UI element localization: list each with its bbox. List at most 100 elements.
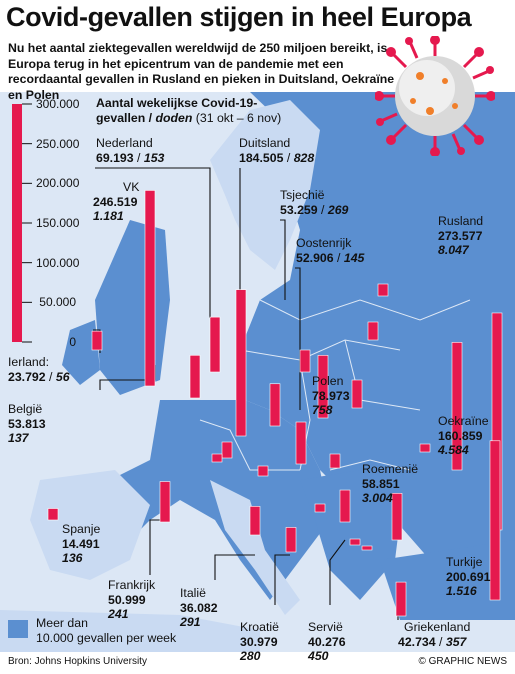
bar-other-country — [349, 538, 361, 546]
bar-other-country — [314, 503, 326, 513]
deaths-value: 137 — [8, 431, 29, 445]
cases-value: 14.491 — [62, 536, 100, 551]
y-tick-label: 150.000 — [36, 216, 80, 230]
country-name: Roemenië — [362, 462, 419, 476]
cases-value: 53.259 — [280, 202, 318, 217]
deaths-value: 241 — [108, 607, 129, 621]
leader-italie — [214, 554, 255, 580]
page-title: Covid-gevallen stijgen in heel Europa — [6, 2, 472, 32]
country-name: Kroatië — [240, 620, 279, 634]
bar-spanje — [47, 508, 59, 521]
cases-value: 160.859 — [438, 428, 483, 443]
deaths-value: 1.516 — [446, 584, 477, 598]
land-scandinavia — [210, 100, 320, 270]
label-frankrijk: Frankrijk 50.999 241 — [108, 578, 155, 622]
bar-other-country — [351, 379, 363, 409]
deaths-value: 828 — [293, 150, 315, 165]
subtitle: Nu het aantal ziektegevallen wereldwijd … — [8, 41, 395, 102]
axis-title-line1: Aantal wekelijkse Covid-19- — [96, 96, 258, 110]
legend-swatch — [8, 620, 28, 638]
bar-ierland — [91, 330, 103, 351]
country-name: België — [8, 402, 43, 416]
country-name: VK — [123, 180, 140, 194]
bar-other-country — [419, 443, 431, 453]
label-ierland: Ierland: 23.792 / 56 — [8, 355, 70, 384]
country-name: Rusland — [438, 214, 484, 228]
label-italie: Italië 36.082 291 — [180, 586, 218, 630]
bar-vk — [144, 190, 156, 387]
country-name: Spanje — [62, 522, 101, 536]
leader-nederland — [95, 167, 211, 318]
bar-other-country — [361, 545, 373, 551]
cases-value: 200.691 — [446, 569, 491, 584]
bar-italië — [249, 506, 261, 536]
cases-value: 23.792 — [8, 369, 46, 384]
label-rusland: Rusland 273.577 8.047 — [438, 214, 483, 258]
land-iberia — [30, 470, 150, 580]
axis-title-line2a: gevallen / — [96, 111, 153, 125]
bar-roemenië — [391, 493, 403, 541]
deaths-value: 56 — [55, 369, 70, 384]
deaths-value: 153 — [143, 150, 165, 165]
axis-title-line2b: doden — [155, 111, 193, 125]
country-name: Turkije — [446, 555, 483, 569]
leader-kroatie — [274, 554, 290, 605]
y-tick-label: 100.000 — [36, 255, 80, 270]
country-name: Servië — [308, 620, 343, 634]
label-oekraine: Oekraïne 160.859 4.584 — [438, 414, 489, 458]
leader-frankrijk — [149, 519, 162, 575]
legend-text: Meer dan 10.000 gevallen per week — [36, 616, 236, 646]
bar-servië — [339, 489, 351, 523]
deaths-value: 357 — [445, 634, 467, 649]
cases-value: 40.276 — [308, 634, 346, 649]
bar-belgië — [189, 355, 201, 399]
label-belgie: België 53.813 137 — [8, 402, 46, 446]
label-nederland: Nederland 69.193 / 153 — [96, 136, 165, 165]
deaths-value: 280 — [240, 649, 261, 663]
land-balkans — [300, 470, 400, 600]
bar-duitsland — [235, 289, 247, 437]
bar-other-country — [299, 349, 311, 373]
source: Bron: Johns Hopkins University — [8, 656, 147, 667]
label-turkije: Turkije 200.691 1.516 — [446, 555, 490, 599]
deaths-value: 136 — [62, 551, 83, 565]
label-roemenie: Roemenië 58.851 3.004 — [362, 462, 418, 506]
land-north-africa — [0, 610, 260, 652]
y-tick-label: 250.000 — [36, 136, 80, 151]
label-tsjechie: Tsjechië 53.259 / 269 — [280, 188, 349, 217]
legend-line2: 10.000 gevallen per week — [36, 631, 177, 645]
cases-value: 78.973 — [312, 388, 350, 403]
bar-turkije — [489, 440, 501, 601]
bar-other-country — [257, 465, 269, 477]
deaths-value: 4.584 — [438, 443, 469, 457]
cases-value: 50.999 — [108, 592, 146, 607]
axis-title-line2c: (31 okt – 6 nov) — [195, 111, 282, 125]
virus-icon — [375, 36, 495, 156]
deaths-value: 8.047 — [438, 243, 469, 257]
y-tick-label: 50.000 — [39, 295, 76, 310]
country-name: Frankrijk — [108, 578, 156, 592]
cases-value: 58.851 — [362, 476, 400, 491]
label-servie: Servië 40.276 450 — [308, 620, 346, 664]
deaths-value: 758 — [312, 403, 333, 417]
deaths-value: 145 — [343, 250, 365, 265]
legend-line1: Meer dan — [36, 616, 88, 630]
deaths-value: 291 — [180, 615, 201, 629]
bar-oostenrijk — [295, 421, 307, 465]
country-name: Duitsland — [239, 136, 291, 150]
land-turkey — [380, 540, 515, 620]
bars — [47, 190, 503, 617]
land-ireland — [62, 320, 100, 385]
cases-value: 53.813 — [8, 416, 46, 431]
bar-polen — [317, 355, 329, 419]
land-italy — [210, 480, 300, 615]
y-tick-label: 300.000 — [36, 97, 80, 111]
deaths-value: 269 — [327, 202, 349, 217]
country-name: Tsjechië — [280, 188, 325, 202]
bar-nederland — [209, 316, 221, 373]
cases-value: 184.505 — [239, 150, 284, 165]
country-name: Italië — [180, 586, 206, 600]
y-tick-label: 0 — [69, 335, 76, 349]
credit: © GRAPHIC NEWS — [418, 656, 508, 667]
